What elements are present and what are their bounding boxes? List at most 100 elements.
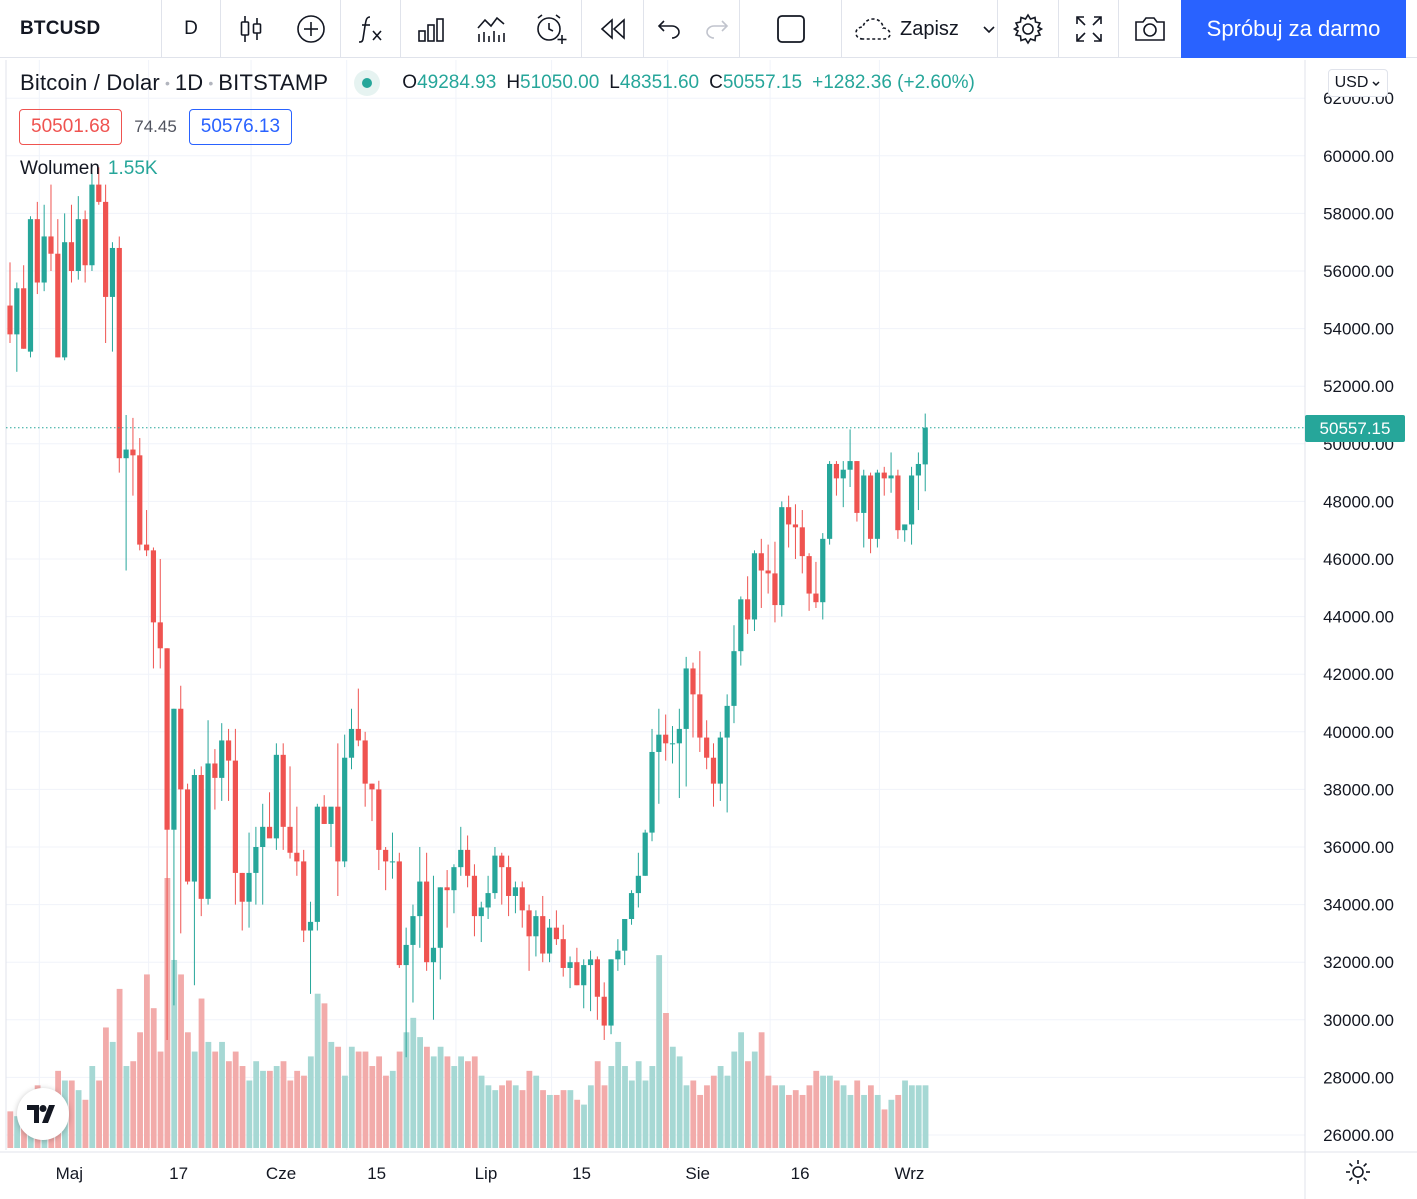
candle [799,510,805,574]
candle-body [287,826,293,853]
interval-button[interactable]: D [162,0,221,58]
volume-bar [512,1085,519,1148]
volume-bar [492,1090,499,1148]
candle-body [362,740,368,784]
candle-body [123,449,129,459]
price-tick-label: 48000.00 [1323,492,1394,511]
candle [34,201,40,295]
candle-body [867,475,874,539]
price-tick-label: 58000.00 [1323,204,1394,223]
candle [710,743,717,807]
candle-body [874,472,881,539]
candle-body [840,469,846,479]
tradingview-logo[interactable] [17,1088,69,1140]
symbol-search-button[interactable]: BTCUSD [0,0,162,58]
spread-value: 74.45 [134,117,177,136]
volume-bar [635,1061,642,1148]
currency-select[interactable]: USD [1328,69,1388,97]
volume-bar [772,1085,779,1148]
candle [246,832,252,928]
candle [424,852,430,971]
volume-bar [239,1066,246,1148]
candle [451,864,457,914]
layout-button[interactable] [740,0,842,58]
volume-bar [294,1070,301,1148]
layout-square-icon [776,15,805,43]
volume-bar [376,1056,383,1148]
volume-bar [758,1032,765,1148]
candle-body [55,253,61,358]
buy-price-button[interactable]: 50576.13 [188,109,293,145]
candle [396,852,402,968]
gear-icon[interactable] [1344,1158,1372,1186]
screenshot-button[interactable] [1119,0,1180,58]
alert-button[interactable] [521,0,582,58]
candle [137,438,143,551]
candle-body [389,861,396,863]
price-chart[interactable]: 62000.0060000.0058000.0056000.0054000.00… [0,58,1417,1199]
volume-bar [581,1104,587,1148]
candle [335,743,341,896]
candle [68,204,75,283]
templates-button[interactable] [401,0,461,58]
volume-bar [587,1085,594,1148]
time-tick-label: 17 [169,1164,188,1183]
candle [328,806,334,847]
settings-button[interactable] [998,0,1059,58]
compare-button[interactable] [281,0,341,58]
candle [212,749,218,810]
try-free-label: Spróbuj za darmo [1206,16,1381,41]
price-tick-label: 40000.00 [1323,723,1394,742]
indicators-button[interactable] [341,0,401,58]
fullscreen-button[interactable] [1059,0,1119,58]
volume-bar [123,1066,130,1148]
candle [519,881,525,928]
volume-bar [922,1085,929,1148]
candle-body [861,475,867,513]
candle [861,469,867,548]
volume-bar [881,1109,888,1148]
candle-body [27,219,34,352]
candle-body [847,461,853,470]
sell-price-button[interactable]: 50501.68 [19,109,123,145]
volume-legend[interactable]: Wolumen 1.55K [20,158,158,180]
volume-bar [874,1094,881,1148]
chevron-down-icon [1372,81,1380,87]
redo-button[interactable] [694,0,740,58]
volume-bar [260,1070,266,1148]
volume-bar [902,1080,908,1148]
replay-button[interactable] [582,0,644,58]
candle [649,728,655,842]
symbol-label: BTCUSD [20,18,101,39]
volume-bar [328,1041,335,1148]
try-free-button[interactable]: Spróbuj za darmo [1181,0,1406,58]
candle-body [465,849,471,876]
candle [683,656,689,787]
save-button[interactable]: Zapisz [842,0,998,58]
candle [731,625,737,724]
candle [314,803,320,931]
price-tick-label: 36000.00 [1323,838,1394,857]
candle-body [786,507,792,525]
candle-body [232,760,238,873]
financials-button[interactable] [461,0,521,58]
volume-bar [266,1070,273,1148]
candle-body [758,553,764,571]
candle-body [109,247,116,297]
candle-body [622,919,628,951]
volume-bar [355,1051,362,1148]
volume-bar [594,1061,601,1148]
symbol-legend[interactable]: Bitcoin / Dolar • 1D • BITSTAMP O49284.9… [20,70,975,96]
candle [874,469,881,548]
candle [704,720,710,770]
candle [417,847,423,948]
time-tick-label: 15 [367,1164,386,1183]
undo-button[interactable] [644,0,694,58]
chart-type-button[interactable] [221,0,281,58]
fullscreen-icon [1075,16,1102,42]
candle [307,901,314,994]
candle-body [499,855,505,868]
price-tick-label: 60000.00 [1323,147,1394,166]
candle [615,939,621,971]
financials-icon [477,16,505,42]
